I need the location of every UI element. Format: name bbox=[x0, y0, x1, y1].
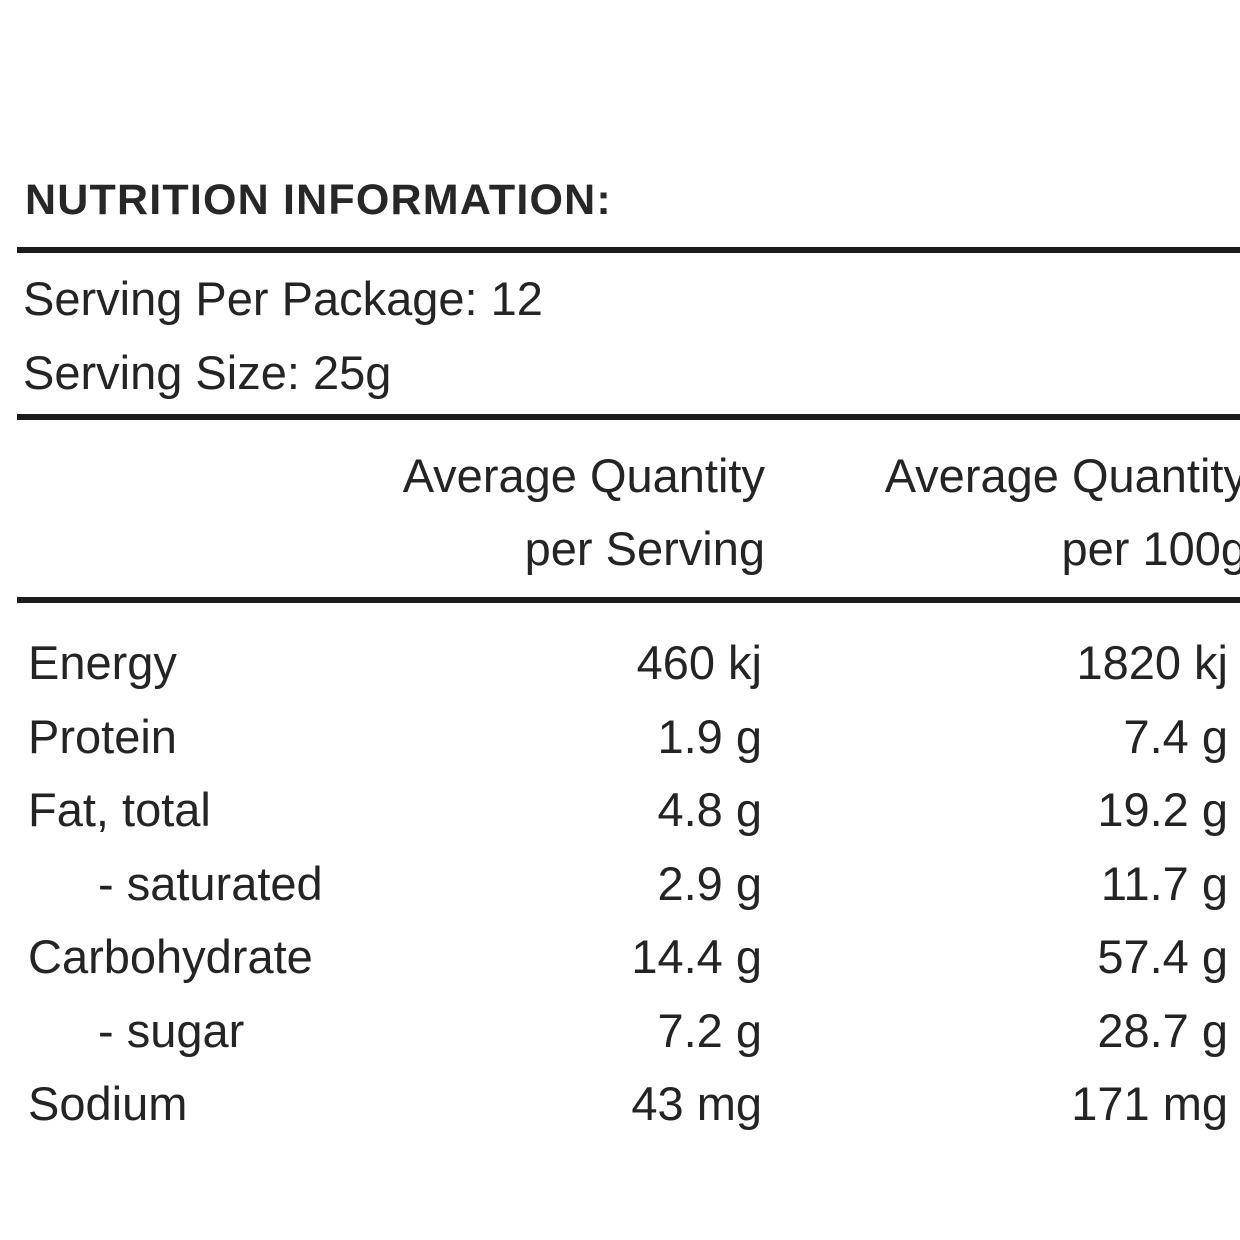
row-label: - sugar bbox=[98, 1003, 245, 1057]
table-row-carbohydrate: Carbohydrate 14.4 g 57.4 g bbox=[0, 920, 1240, 994]
serving-info: Serving Per Package: 12 Serving Size: 25… bbox=[23, 262, 543, 410]
row-value-per-serving: 2.9 g bbox=[657, 856, 762, 910]
table-row-protein: Protein 1.9 g 7.4 g bbox=[0, 700, 1240, 774]
column-header-per-100g-line2: per 100g bbox=[1061, 522, 1240, 575]
table-row-fat-total: Fat, total 4.8 g 19.2 g bbox=[0, 773, 1240, 847]
table-row-saturated: - saturated 2.9 g 11.7 g bbox=[0, 847, 1240, 921]
row-label: Energy bbox=[28, 636, 177, 689]
row-value-per-100g: 171 mg bbox=[1071, 1077, 1228, 1130]
divider-top bbox=[17, 247, 1240, 253]
row-value-per-serving: 460 kj bbox=[636, 636, 762, 689]
row-value-per-serving: 4.8 g bbox=[657, 783, 762, 836]
row-label: Sodium bbox=[28, 1077, 188, 1130]
serving-per-package-text: Serving Per Package: 12 bbox=[23, 272, 543, 325]
table-row-energy: Energy 460 kj 1820 kj bbox=[0, 626, 1240, 700]
row-label: Fat, total bbox=[28, 783, 211, 836]
row-value-per-100g: 19.2 g bbox=[1097, 783, 1228, 836]
panel-title: NUTRITION INFORMATION: bbox=[25, 176, 612, 224]
row-value-per-serving: 7.2 g bbox=[657, 1003, 762, 1057]
divider-serving bbox=[17, 414, 1240, 420]
table-row-sugar: - sugar 7.2 g 28.7 g bbox=[0, 994, 1240, 1068]
row-label: Protein bbox=[28, 709, 177, 763]
row-label: - saturated bbox=[98, 856, 323, 910]
table-column-headers: Average Quantity per Serving Average Qua… bbox=[0, 439, 1240, 585]
column-header-per-serving-line2: per Serving bbox=[524, 522, 765, 575]
row-value-per-100g: 57.4 g bbox=[1097, 930, 1228, 983]
column-header-per-100g: Average Quantity per 100g bbox=[765, 439, 1240, 585]
divider-header bbox=[17, 597, 1240, 603]
row-value-per-serving: 1.9 g bbox=[657, 709, 762, 763]
row-value-per-serving: 43 mg bbox=[631, 1077, 762, 1130]
table-row-sodium: Sodium 43 mg 171 mg bbox=[0, 1067, 1240, 1141]
row-value-per-100g: 11.7 g bbox=[1100, 856, 1228, 910]
row-value-per-100g: 7.4 g bbox=[1123, 709, 1228, 763]
row-value-per-serving: 14.4 g bbox=[631, 930, 762, 983]
serving-size-text: Serving Size: 25g bbox=[23, 346, 392, 399]
column-header-per-100g-line1: Average Quantity bbox=[884, 449, 1240, 502]
row-label: Carbohydrate bbox=[28, 930, 313, 983]
row-value-per-100g: 1820 kj bbox=[1076, 636, 1228, 689]
column-header-per-serving: Average Quantity per Serving bbox=[0, 439, 765, 585]
nutrition-table: Energy 460 kj 1820 kj Protein 1.9 g 7.4 … bbox=[0, 626, 1240, 1141]
row-value-per-100g: 28.7 g bbox=[1097, 1003, 1228, 1057]
column-header-per-serving-line1: Average Quantity bbox=[402, 449, 765, 502]
